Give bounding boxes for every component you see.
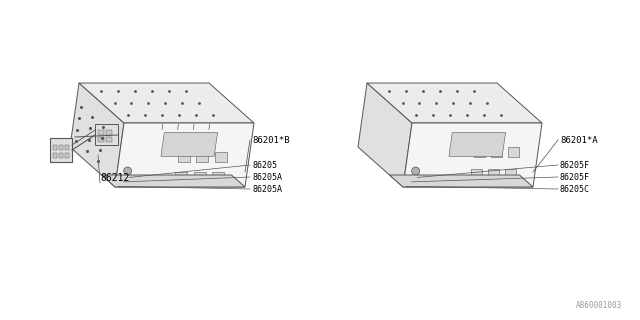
Bar [65,145,69,150]
FancyBboxPatch shape [178,152,190,162]
Polygon shape [115,123,254,187]
Text: A860001003: A860001003 [576,301,622,310]
Text: 86212: 86212 [100,173,129,183]
Bar [53,153,57,158]
Polygon shape [358,83,412,187]
Bar [106,137,112,142]
FancyBboxPatch shape [196,152,209,162]
Bar [59,145,63,150]
Circle shape [124,167,132,175]
Text: 86205C: 86205C [560,185,590,194]
Bar [106,130,112,135]
Polygon shape [50,138,72,162]
FancyBboxPatch shape [504,169,516,179]
FancyBboxPatch shape [193,172,205,182]
Text: 86205F: 86205F [560,172,590,181]
Polygon shape [367,83,542,123]
Bar [98,137,104,142]
Polygon shape [70,83,124,187]
Text: 86205F: 86205F [560,161,590,170]
Text: 86205A: 86205A [252,172,282,181]
FancyBboxPatch shape [175,172,188,182]
Text: 86201*A: 86201*A [560,135,598,145]
FancyBboxPatch shape [212,172,224,182]
FancyBboxPatch shape [508,147,519,157]
Circle shape [412,178,417,183]
FancyBboxPatch shape [214,152,227,162]
FancyBboxPatch shape [488,169,499,179]
Bar [98,130,104,135]
Circle shape [124,178,129,183]
Polygon shape [449,132,506,156]
Polygon shape [95,124,118,145]
Polygon shape [161,132,218,156]
Text: 86205A: 86205A [252,185,282,194]
FancyBboxPatch shape [474,147,485,157]
Text: 86205: 86205 [252,161,277,170]
Polygon shape [390,175,533,187]
Circle shape [412,167,420,175]
Bar [53,145,57,150]
Polygon shape [102,175,245,187]
FancyBboxPatch shape [491,147,502,157]
Bar [65,153,69,158]
Polygon shape [403,123,542,187]
Bar [59,153,63,158]
Polygon shape [79,83,254,123]
FancyBboxPatch shape [471,169,482,179]
Text: 86201*B: 86201*B [252,135,290,145]
